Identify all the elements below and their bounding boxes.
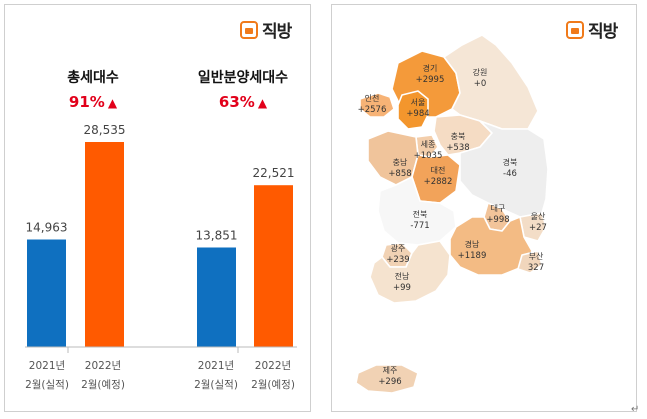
change-total: 91% ▲ — [33, 93, 153, 111]
region-name-incheon: 인천 — [365, 93, 380, 103]
regional-map-panel: 직방 경기 +2995 강원 +0 인천 +2576 서울 +984 충북 +538 세종 +1035… — [331, 4, 637, 412]
category-label-0-1-0: 2022년 — [85, 360, 121, 372]
bar-charts-svg: 14,963 2021년 2월(실적) 28,535 2022년 2월(예정) 13,851… — [25, 123, 297, 391]
region-value-gyeongbuk: -46 — [503, 169, 517, 179]
region-value-sejong: +1035 — [414, 151, 443, 161]
chart-title-general-sale: 일반분양세대수 — [197, 70, 289, 86]
category-label-0-1-1: 2월(예정) — [81, 378, 125, 391]
logo-text: 직방 — [262, 22, 292, 42]
region-value-gwangju: +239 — [386, 255, 409, 265]
bar-0-1 — [85, 142, 124, 347]
region-name-chungbuk: 충북 — [451, 132, 466, 141]
region-jeonnam — [369, 240, 451, 304]
house-icon — [566, 20, 584, 39]
region-value-seoul: +984 — [406, 109, 429, 119]
bar-value-label-1-0: 13,851 — [196, 228, 238, 242]
region-name-gyeongnam: 경남 — [465, 239, 480, 249]
region-value-gangwon: +0 — [474, 79, 487, 89]
region-name-daejeon: 대전 — [431, 165, 446, 175]
region-name-seoul: 서울 — [411, 98, 426, 107]
region-value-chungnam: +858 — [388, 169, 411, 179]
region-name-gwangju: 광주 — [391, 243, 406, 253]
region-name-busan: 부산 — [529, 251, 544, 261]
region-seoul — [397, 90, 429, 130]
region-value-busan: 327 — [528, 263, 544, 273]
region-value-chungbuk: +538 — [446, 143, 469, 153]
region-name-jeonbuk: 전북 — [413, 209, 428, 219]
region-busan — [517, 250, 543, 274]
zigbang-logo: 직방 — [240, 17, 292, 42]
change-general-sale-value: 63% — [218, 93, 255, 111]
bar-value-label-0-0: 14,963 — [26, 221, 68, 235]
region-name-gyeonggi: 경기 — [423, 63, 438, 73]
zigbang-logo: 직방 — [566, 17, 618, 42]
region-value-jeonbuk: -771 — [410, 221, 429, 231]
korea-map: 경기 +2995 강원 +0 인천 +2576 서울 +984 충북 +538 세종 +1035 충남 +… — [355, 34, 549, 394]
category-label-1-0-0: 2021년 — [198, 360, 234, 372]
region-value-incheon: +2576 — [358, 105, 387, 115]
bar-1-0 — [197, 247, 236, 347]
region-value-ulsan: +27 — [529, 223, 547, 233]
bar-0-0 — [27, 239, 66, 347]
region-name-jeonnam: 전남 — [395, 271, 410, 281]
bar-value-label-1-1: 22,521 — [253, 166, 295, 180]
region-name-gyeongbuk: 경북 — [503, 157, 518, 167]
category-label-1-0-1: 2월(실적) — [194, 379, 238, 391]
region-value-gyeongnam: +1189 — [458, 251, 487, 261]
region-name-ulsan: 울산 — [531, 211, 546, 221]
logo-text: 직방 — [588, 22, 618, 42]
up-triangle-icon: ▲ — [107, 96, 118, 110]
bar-1-1 — [254, 185, 293, 347]
house-icon — [240, 20, 258, 39]
region-value-jeonnam: +99 — [393, 283, 411, 293]
region-value-daejeon: +2882 — [424, 177, 453, 187]
bar-charts-panel: 직방 총세대수 91% ▲ 일반분양세대수 63% ▲ 14,963 2021년 2월(… — [4, 4, 311, 412]
bar-value-label-0-1: 28,535 — [84, 123, 126, 137]
region-value-jeju: +296 — [378, 377, 401, 387]
region-value-daegu: +998 — [486, 215, 509, 225]
up-triangle-icon: ▲ — [257, 96, 268, 110]
chart-title-total: 총세대수 — [67, 70, 119, 86]
category-label-0-0-0: 2021년 — [29, 360, 65, 372]
region-jeju — [355, 364, 419, 394]
change-general-sale: 63% ▲ — [183, 93, 303, 111]
region-gyeongnam — [449, 216, 533, 276]
region-value-gyeonggi: +2995 — [416, 75, 445, 85]
category-label-1-1-1: 2월(예정) — [251, 378, 295, 391]
region-name-daegu: 대구 — [491, 204, 506, 213]
region-incheon — [359, 92, 395, 118]
change-total-value: 91% — [68, 93, 105, 111]
region-name-sejong: 세종 — [421, 140, 436, 149]
region-name-chungnam: 충남 — [393, 158, 408, 167]
region-name-gangwon: 강원 — [473, 67, 488, 77]
paragraph-mark: ↵ — [631, 404, 640, 415]
category-label-1-1-0: 2022년 — [255, 360, 291, 372]
category-label-0-0-1: 2월(실적) — [25, 379, 69, 391]
region-name-jeju: 제주 — [383, 366, 398, 375]
